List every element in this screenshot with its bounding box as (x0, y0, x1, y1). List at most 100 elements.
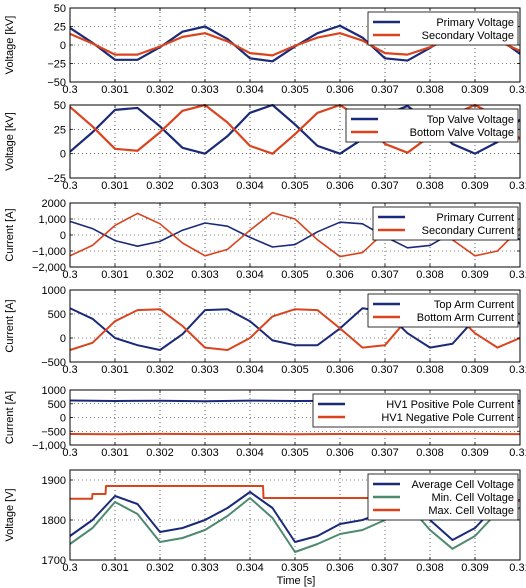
x-tick-label: 0.304 (236, 364, 264, 376)
y-tick-label: 1800 (42, 515, 66, 527)
legend-label: Secondary Voltage (422, 30, 514, 42)
x-tick-label: 0.301 (101, 447, 129, 459)
x-tick-label: 0.31 (509, 269, 526, 281)
x-tick-label: 0.3 (62, 447, 77, 459)
series-line-2 (69, 497, 521, 553)
x-tick-label: 0.307 (371, 269, 399, 281)
y-tick-label: −25 (47, 59, 66, 71)
x-tick-label: 0.31 (509, 447, 526, 459)
y-tick-label: −1,000 (32, 246, 66, 258)
x-tick-label: 0.306 (326, 447, 354, 459)
x-tick-label: 0.302 (146, 180, 174, 192)
x-tick-label: 0.303 (191, 84, 219, 96)
legend-label: Secondary Current (422, 225, 514, 237)
x-tick-label: 0.307 (371, 447, 399, 459)
legend-label: Primary Current (436, 212, 514, 224)
x-tick-label: 0.302 (146, 447, 174, 459)
legend-label: Max. Cell Voltage (428, 505, 514, 517)
y-tick-label: 1,000 (38, 214, 66, 226)
x-tick-label: 0.301 (101, 562, 129, 574)
y-tick-label: 1900 (42, 475, 66, 487)
x-tick-label: 0.303 (191, 447, 219, 459)
x-tick-label: 0.308 (416, 269, 444, 281)
y-tick-label: 500 (48, 309, 66, 321)
y-tick-label: 1000 (42, 385, 66, 397)
y-tick-label: −1,000 (32, 440, 66, 452)
y-tick-label: 0 (60, 149, 66, 161)
x-tick-label: 0.305 (281, 269, 309, 281)
legend-box (372, 206, 519, 241)
subplot-2: 0.3 0.301 0.302 0.303 0.304 0.305 0.306 0.307 0.… (4, 100, 526, 192)
x-tick-label: 0.306 (326, 562, 354, 574)
legend-label: HV1 Negative Pole Current (381, 412, 514, 424)
y-tick-label: 2000 (42, 198, 66, 210)
y-tick-label: −50 (47, 77, 66, 89)
x-tick-label: 0.3 (62, 364, 77, 376)
x-tick-label: 0.303 (191, 269, 219, 281)
legend-label: Top Valve Voltage (427, 114, 514, 126)
x-tick-label: 0.305 (281, 562, 309, 574)
x-tick-label: 0.303 (191, 364, 219, 376)
series-line-1 (69, 491, 521, 543)
x-tick-label: 0.301 (101, 269, 129, 281)
x-axis-label: Time [s] (277, 575, 316, 587)
x-tick-label: 0.304 (236, 180, 264, 192)
x-tick-label: 0.308 (416, 84, 444, 96)
x-tick-label: 0.309 (461, 562, 489, 574)
subplot-1: 0.3 0.301 0.302 0.303 0.304 0.305 0.306 0.307 0.… (4, 3, 526, 96)
x-tick-label: 0.308 (416, 447, 444, 459)
x-tick-label: 0.307 (371, 364, 399, 376)
x-tick-label: 0.303 (191, 562, 219, 574)
legend-box (367, 11, 519, 46)
x-tick-label: 0.306 (326, 364, 354, 376)
y-tick-label: 1700 (42, 555, 66, 567)
legend-box (367, 293, 519, 328)
y-tick-label: 0 (60, 413, 66, 425)
x-tick-label: 0.307 (371, 84, 399, 96)
y-tick-label: 50 (54, 100, 66, 112)
subplot-5: 0.3 0.301 0.302 0.303 0.304 0.305 0.306 0.307 0.… (4, 385, 526, 459)
x-tick-label: 0.305 (281, 180, 309, 192)
x-tick-label: 0.308 (416, 180, 444, 192)
x-tick-label: 0.3 (62, 269, 77, 281)
x-tick-label: 0.305 (281, 84, 309, 96)
x-tick-label: 0.302 (146, 269, 174, 281)
x-tick-label: 0.309 (461, 84, 489, 96)
x-tick-label: 0.3 (62, 562, 77, 574)
subplot-3: 0.3 0.301 0.302 0.303 0.304 0.305 0.306 0.307 0.… (4, 198, 526, 281)
x-tick-label: 0.306 (326, 269, 354, 281)
x-tick-label: 0.307 (371, 180, 399, 192)
x-tick-label: 0.302 (146, 364, 174, 376)
y-axis-label: Current [A] (4, 299, 16, 352)
x-tick-label: 0.302 (146, 562, 174, 574)
x-tick-label: 0.308 (416, 562, 444, 574)
x-tick-label: 0.308 (416, 364, 444, 376)
y-tick-label: −25 (47, 173, 66, 185)
y-axis-label: Voltage [kV] (4, 16, 16, 75)
series-line-1 (69, 307, 521, 351)
y-axis-label: Voltage [kV] (4, 112, 16, 171)
x-tick-label: 0.306 (326, 84, 354, 96)
legend-label: Bottom Valve Voltage (410, 127, 514, 139)
x-tick-label: 0.307 (371, 562, 399, 574)
x-tick-label: 0.309 (461, 364, 489, 376)
legend-label: Average Cell Voltage (411, 479, 514, 491)
x-tick-label: 0.302 (146, 84, 174, 96)
legend-label: Bottom Arm Current (417, 312, 514, 324)
x-tick-label: 0.301 (101, 84, 129, 96)
x-tick-label: 0.305 (281, 447, 309, 459)
y-tick-label: 0 (60, 333, 66, 345)
y-tick-label: 500 (48, 399, 66, 411)
x-tick-label: 0.31 (509, 84, 526, 96)
x-tick-label: 0.303 (191, 180, 219, 192)
subplot-stack: 0.3 0.301 0.302 0.303 0.304 0.305 0.306 0.307 0.… (4, 3, 526, 574)
y-tick-label: −500 (41, 426, 66, 438)
y-tick-label: −500 (41, 357, 66, 369)
x-tick-label: 0.3 (62, 180, 77, 192)
